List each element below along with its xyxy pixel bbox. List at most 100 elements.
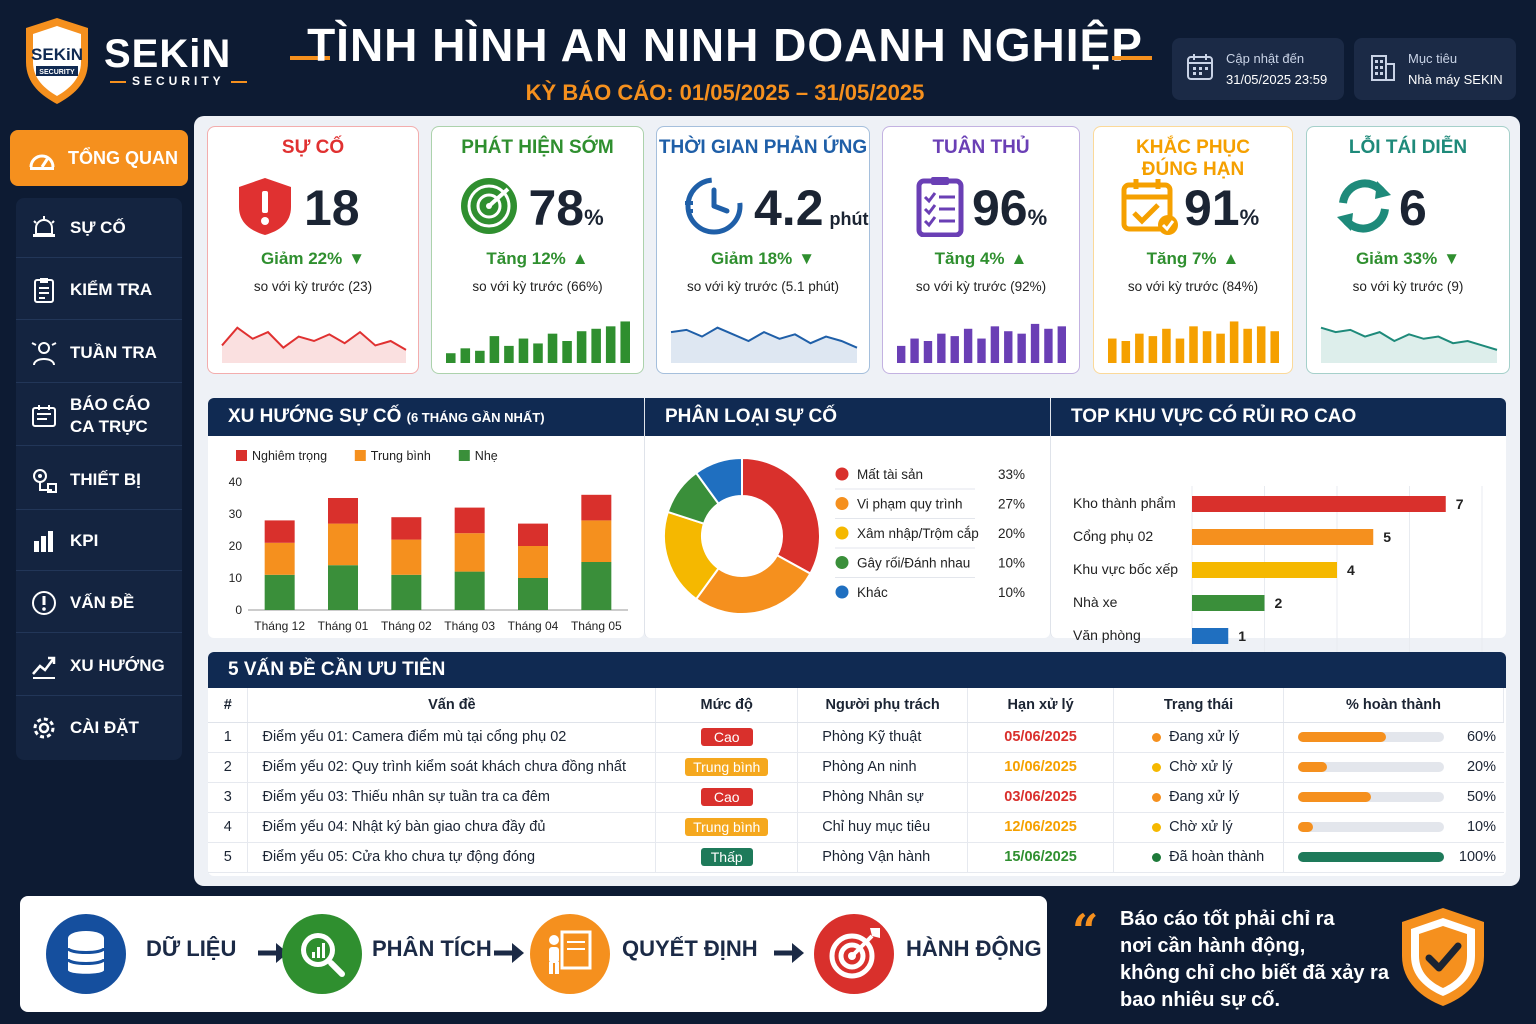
table-row[interactable]: 3 Điểm yếu 03: Thiếu nhân sự tuần tra ca …: [208, 782, 1504, 813]
nav-item-0[interactable]: SỰ CỐ: [16, 198, 182, 258]
nav-item-label: SỰ CỐ: [70, 217, 126, 239]
pie-legend-dot: [835, 467, 849, 481]
category-label: Kho thành phẩm: [1073, 495, 1176, 511]
row-number: 2: [208, 752, 249, 783]
target-icon: [829, 928, 880, 979]
row-number: 1: [208, 722, 249, 753]
y-tick-label: 40: [229, 475, 243, 489]
updated-value: 31/05/2025 23:59: [1226, 72, 1328, 87]
nav-item-label: VẤN ĐỀ: [70, 592, 134, 614]
progress-cell: 50%: [1283, 782, 1504, 813]
kpi-card-1[interactable]: PHÁT HIỆN SỚM 78% Tăng 12% ▲ so với kỳ trước…: [431, 126, 644, 374]
category-pie-chart: Mất tài sản 33% Vi phạm quy trình 27% Xâm nh…: [663, 456, 1025, 615]
bar-value-label: 5: [1383, 529, 1391, 545]
brand-tagline: SECURITY: [104, 74, 253, 88]
kpi-sparkline: [670, 326, 858, 363]
trend-bar-segment: [581, 494, 612, 521]
bar-value-label: 7: [1456, 496, 1464, 512]
nav-item-7[interactable]: XU HƯỚNG: [16, 636, 182, 696]
kpi-card-0[interactable]: SỰ CỐ 18 Giảm 22% ▼ so với kỳ trước (23): [207, 126, 419, 374]
kpi-number: 4.2: [754, 180, 824, 236]
arrow-down-icon: ▼: [348, 249, 366, 268]
progress-label: 20%: [1466, 759, 1496, 775]
spark-bar: [533, 343, 543, 363]
owner-text: Chỉ huy mục tiêu: [822, 819, 931, 835]
spark-bar: [897, 345, 906, 363]
owner-cell: Chỉ huy mục tiêu: [797, 812, 969, 843]
arrow-up-icon: ▲: [1010, 249, 1028, 268]
table-row[interactable]: 4 Điểm yếu 04: Nhật ký bàn giao chưa đầy …: [208, 812, 1504, 843]
nav-overview[interactable]: TỔNG QUAN: [10, 130, 188, 186]
trend-bar-segment: [391, 574, 422, 610]
table-row[interactable]: 1 Điểm yếu 01: Camera điểm mù tại cổng ph…: [208, 722, 1504, 753]
nav-item-label-line1: XU HƯỚNG: [70, 655, 165, 675]
progress-fill: [1298, 762, 1328, 773]
kpi-compare: so với kỳ trước (9): [1352, 279, 1464, 294]
category-label: Cổng phụ 02: [1073, 528, 1153, 544]
trend-bar-segment: [581, 520, 612, 562]
progress-track: [1298, 762, 1444, 773]
nav-item-8[interactable]: CÀI ĐẶT: [16, 698, 182, 758]
nav-item-label: BÁO CÁO CA TRỰC: [70, 394, 150, 438]
flow-step-label: HÀNH ĐỘNG: [906, 936, 1042, 961]
category-label: Nhà xe: [1073, 594, 1118, 610]
trend-title-small: (6 THÁNG GẦN NHẤT): [406, 410, 545, 425]
kpi-card-5[interactable]: LỖI TÁI DIỄN 6 Giảm 33% ▼ so với kỳ trước (9…: [1306, 126, 1510, 374]
nav-item-label: CÀI ĐẶT: [70, 717, 139, 739]
due-cell: 15/06/2025: [967, 842, 1115, 873]
arrow-right-icon: [494, 943, 524, 963]
arrow-up-icon: ▲: [1222, 249, 1240, 268]
kpi-title: LỖI TÁI DIỄN: [1307, 137, 1509, 159]
priority-title: 5 VẤN ĐỀ CẦN ƯU TIÊN: [228, 659, 446, 680]
table-header-cell: Người phụ trách: [797, 688, 969, 723]
pie-legend-dot: [835, 526, 849, 540]
risk-bar: [1192, 529, 1374, 545]
table-header-cell: Mức độ: [655, 688, 799, 723]
priority-panel-header: 5 VẤN ĐỀ CẦN ƯU TIÊN: [208, 652, 1506, 688]
quote-line: bao nhiêu sự cố.: [1120, 989, 1281, 1011]
legend-swatch: [354, 450, 366, 461]
level-cell: Trung bình: [655, 812, 799, 843]
table-row[interactable]: 2 Điểm yếu 02: Quy trình kiểm soát khách …: [208, 752, 1504, 783]
x-tick-label: Tháng 02: [381, 619, 432, 633]
spark-bar: [562, 341, 572, 363]
nav-item-1[interactable]: KIỂM TRA: [16, 260, 182, 320]
due-cell: 05/06/2025: [967, 722, 1115, 753]
nav-item-label-line1: KPI: [70, 530, 99, 550]
kpi-card-4[interactable]: KHẮC PHỤC ĐÚNG HẠN 91% Tăng 7% ▲ so với kỳ tr…: [1093, 126, 1293, 374]
table-row[interactable]: 5 Điểm yếu 05: Cửa kho chưa tự động đóng T…: [208, 842, 1504, 873]
nav-item-6[interactable]: VẤN ĐỀ: [16, 573, 182, 633]
y-tick-label: 20: [229, 539, 243, 553]
kpi-change-text: Giảm 33%: [1355, 249, 1438, 268]
risk-bar: [1192, 496, 1446, 512]
patrol-icon: [31, 341, 57, 365]
pie-slice: [694, 456, 743, 506]
due-date: 12/06/2025: [1004, 819, 1077, 835]
spark-bar: [963, 328, 973, 363]
progress-fill: [1298, 822, 1313, 833]
spark-area: [222, 327, 406, 363]
kpi-title-line1: TUÂN THỦ: [932, 137, 1030, 158]
nav-item-5[interactable]: KPI: [16, 511, 182, 571]
kpi-change: Giảm 33% ▼: [1307, 249, 1509, 269]
x-tick-label: Tháng 05: [571, 619, 622, 633]
spark-bar: [518, 338, 529, 363]
trend-panel: XU HƯỚNG SỰ CỐ (6 THÁNG GẦN NHẤT) Nghiêm…: [208, 398, 644, 638]
progress-fill: [1298, 792, 1371, 803]
nav-item-4[interactable]: THIẾT BỊ: [16, 450, 182, 510]
nav-item-2[interactable]: TUẦN TRA: [16, 323, 182, 383]
nav-item-label-line1: BÁO CÁO: [70, 394, 151, 414]
trend-bar-segment: [264, 542, 295, 575]
nav-item-label: KIỂM TRA: [70, 279, 152, 301]
kpi-sparkline: [221, 326, 407, 363]
pie-legend-label: Xâm nhập/Trộm cắp: [857, 526, 979, 541]
status-dot: [1152, 822, 1162, 832]
spark-bar: [504, 345, 514, 363]
nav-item-3[interactable]: BÁO CÁO CA TRỰC: [16, 386, 182, 446]
kpi-title-line1: LỖI TÁI DIỄN: [1348, 137, 1468, 158]
spark-bar: [489, 336, 500, 363]
x-tick-label: Tháng 04: [508, 619, 559, 633]
kpi-card-2[interactable]: THỜI GIAN PHẢN ỨNG 4.2 phút Giảm 18% ▼ so với…: [656, 126, 870, 374]
kpi-value: 78%: [529, 179, 604, 237]
kpi-card-3[interactable]: TUÂN THỦ 96% Tăng 4% ▲ so với kỳ trước (92%): [882, 126, 1080, 374]
